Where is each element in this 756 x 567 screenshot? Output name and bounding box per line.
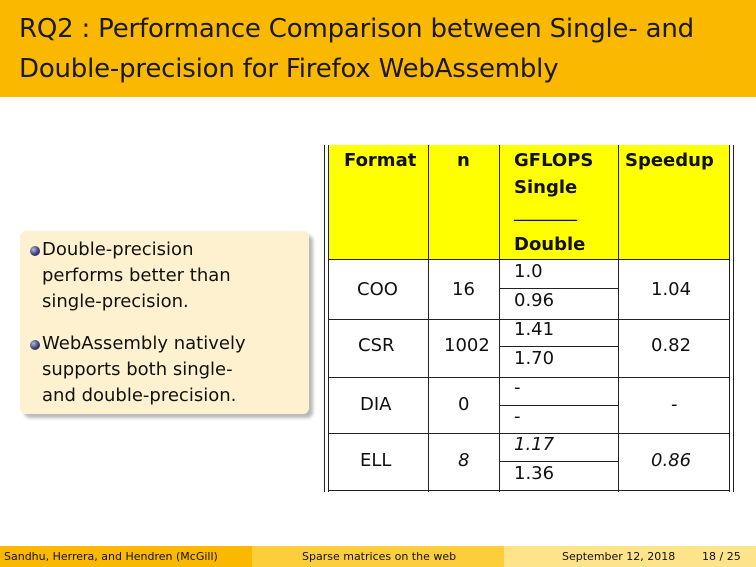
row-divider xyxy=(328,259,730,260)
cell-single: 1.41 xyxy=(514,319,555,340)
column-divider xyxy=(618,145,619,492)
table-header-background xyxy=(329,145,730,260)
cell-speedup: - xyxy=(671,394,678,415)
cell-double: 1.36 xyxy=(514,463,555,484)
table-border-right-outer xyxy=(733,145,734,492)
header-gflops-single: Single xyxy=(514,177,578,198)
footer-page-number: 18 / 25 xyxy=(702,550,741,563)
row-divider xyxy=(328,433,730,434)
cell-double: 1.70 xyxy=(514,348,555,369)
cell-n: 1002 xyxy=(444,335,490,356)
bullet-1-line-1: Double-precision xyxy=(42,239,194,260)
footer-authors: Sandhu, Herrera, and Hendren (McGill) xyxy=(4,550,218,563)
gflops-split-line xyxy=(499,405,619,406)
results-table: Format n GFLOPS Single _______ Double Sp… xyxy=(324,145,734,492)
cell-single: 1.0 xyxy=(514,261,543,282)
cell-speedup: 1.04 xyxy=(651,279,692,300)
footer-date-section: September 12, 2018 18 / 25 xyxy=(504,546,756,567)
slide-title-line-2: Double-precision for Firefox WebAssembly xyxy=(19,54,559,84)
bullet-item-1: Double-precision performs better than si… xyxy=(42,237,297,315)
footer-bar: Sandhu, Herrera, and Hendren (McGill) Sp… xyxy=(0,546,756,567)
cell-n: 8 xyxy=(458,450,470,471)
cell-speedup: 0.86 xyxy=(651,450,692,471)
footer-talk-title: Sparse matrices on the web xyxy=(302,550,457,563)
bullet-dot-icon xyxy=(30,246,40,256)
cell-single: 1.17 xyxy=(514,434,555,455)
table-border-left-outer xyxy=(324,145,325,492)
header-format: Format xyxy=(344,150,417,171)
gflops-split-line xyxy=(499,461,619,462)
column-divider xyxy=(499,145,500,492)
table-border-right-inner xyxy=(729,145,730,492)
footer-authors-section: Sandhu, Herrera, and Hendren (McGill) xyxy=(0,546,252,567)
row-divider xyxy=(328,319,730,320)
cell-format: CSR xyxy=(358,335,395,356)
header-gflops-separator: _______ xyxy=(514,201,577,222)
cell-format: ELL xyxy=(360,450,392,471)
cell-double: 0.96 xyxy=(514,290,555,311)
cell-speedup: 0.82 xyxy=(651,335,692,356)
bullet-2-line-2: supports both single- xyxy=(42,359,233,380)
bullet-1-line-2: performs better than xyxy=(42,265,231,286)
cell-format: COO xyxy=(357,279,398,300)
gflops-split-line xyxy=(499,288,619,289)
cell-format: DIA xyxy=(360,394,392,415)
bullet-1-line-3: single-precision. xyxy=(42,291,189,312)
column-divider xyxy=(428,145,429,492)
title-bar: RQ2 : Performance Comparison between Sin… xyxy=(0,0,756,97)
bullet-dot-icon xyxy=(30,340,40,350)
cell-n: 0 xyxy=(458,394,470,415)
cell-double: - xyxy=(514,406,521,427)
cell-n: 16 xyxy=(452,279,475,300)
bullet-2-line-3: and double-precision. xyxy=(42,385,237,406)
header-gflops-double: Double xyxy=(514,234,586,255)
slide-title-line-1: RQ2 : Performance Comparison between Sin… xyxy=(19,14,694,44)
table-border-left-inner xyxy=(328,145,329,492)
cell-single: - xyxy=(514,377,521,398)
footer-date: September 12, 2018 xyxy=(562,550,676,563)
header-n: n xyxy=(457,150,470,171)
bullet-item-2: WebAssembly natively supports both singl… xyxy=(42,331,297,409)
row-divider xyxy=(328,490,730,491)
gflops-split-line xyxy=(499,346,619,347)
bullet-2-line-1: WebAssembly natively xyxy=(42,333,246,354)
header-gflops: GFLOPS xyxy=(514,150,594,171)
footer-title-section: Sparse matrices on the web xyxy=(252,546,504,567)
row-divider xyxy=(328,377,730,378)
header-speedup: Speedup xyxy=(625,150,714,171)
bullet-callout-box xyxy=(20,231,309,414)
